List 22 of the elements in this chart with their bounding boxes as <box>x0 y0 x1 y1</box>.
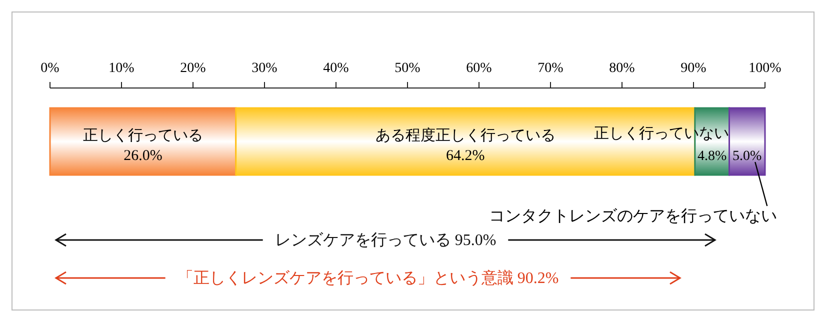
text: レンズケアを行っている 95.0% <box>274 232 496 249</box>
x-tick-label: 40% <box>323 61 350 76</box>
x-tick-label: 100% <box>748 61 782 76</box>
x-tick-label: 70% <box>538 61 564 76</box>
data-label: 5.0% <box>732 149 762 164</box>
x-tick-label: 30% <box>252 61 278 76</box>
x-tick-label: 90% <box>680 61 707 76</box>
series-label: 正しく行っている <box>82 128 203 144</box>
x-tick-label: 10% <box>108 61 135 76</box>
text: 「正しくレンズケアを行っている」という意識 90.2% <box>177 269 559 287</box>
bar <box>728 107 766 176</box>
x-tick-label: 20% <box>180 61 206 76</box>
data-label: 26.0% <box>124 148 162 164</box>
data-label: 4.8% <box>698 149 728 164</box>
series-label: ある程度正しく行っている <box>375 127 556 144</box>
x-tick-label: 80% <box>609 61 636 76</box>
text: コンタクトレンズのケアを行っていない <box>489 208 778 225</box>
data-label: 64.2% <box>446 148 485 164</box>
x-tick-label: 0% <box>40 61 60 76</box>
x-tick-label: 50% <box>394 61 421 76</box>
bar <box>49 107 237 176</box>
x-tick-label: 60% <box>466 61 492 76</box>
